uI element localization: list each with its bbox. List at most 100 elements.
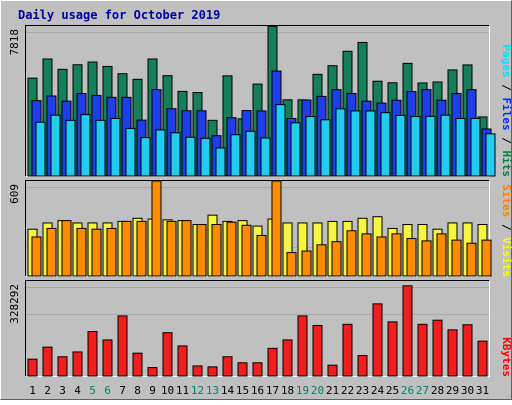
x-tick-label: 22	[341, 384, 354, 397]
bar-kbytes	[222, 356, 233, 377]
bar-kbytes	[87, 331, 98, 377]
bar-pages	[155, 129, 166, 177]
y-axis-max-label: 7818	[8, 29, 21, 56]
bar-pages	[350, 110, 361, 177]
bar-pages	[200, 137, 211, 177]
legend-separator: /	[500, 78, 512, 98]
bar-pages	[215, 147, 226, 177]
bar-sites	[76, 227, 87, 277]
panel-legend: Pages / Files / Hits	[500, 45, 512, 178]
bar-sites	[31, 236, 42, 277]
bar-kbytes	[447, 329, 458, 377]
legend-item-pages: Pages	[500, 45, 512, 78]
bar-sites	[136, 220, 147, 277]
bar-pages	[440, 114, 451, 177]
x-tick-label: 14	[221, 384, 235, 397]
bar-sites	[211, 224, 222, 277]
bar-kbytes	[117, 315, 128, 377]
bar-kbytes	[477, 340, 488, 377]
bar-sites	[121, 220, 132, 277]
bar-sites	[331, 241, 342, 277]
bar-sites	[271, 180, 282, 277]
x-tick-label: 26	[401, 384, 414, 397]
bar-kbytes	[27, 358, 38, 377]
x-tick-label: 28	[431, 384, 444, 397]
bar-sites	[361, 233, 372, 277]
legend-item-kbytes: KBytes	[500, 337, 512, 377]
bar-pages	[290, 122, 301, 177]
panel-hits-files-pages: 7818 Pages / Files / Hits	[8, 25, 512, 177]
bar-pages	[245, 130, 256, 177]
bar-sites	[421, 240, 432, 277]
bar-pages	[305, 116, 316, 177]
x-tick-label: 4	[74, 384, 81, 397]
x-tick-label: 15	[236, 384, 249, 397]
x-tick-label: 30	[461, 384, 474, 397]
bar-sites	[241, 224, 252, 277]
bar-pages	[395, 114, 406, 177]
bar-sites	[106, 227, 117, 277]
x-tick-label: 12	[191, 384, 204, 397]
bar-kbytes	[132, 352, 143, 377]
x-axis-labels: 1 2 3 4 5 6 7 8 9 10 11 12 13 14 15 16 17 18 19 20 21 22 23 24 2…	[29, 384, 489, 397]
bar-kbytes	[387, 321, 398, 377]
bar-pages	[35, 121, 46, 177]
x-tick-label: 7	[119, 384, 126, 397]
bar-pages	[230, 134, 241, 177]
series-pages	[35, 104, 496, 177]
bar-sites	[406, 238, 417, 277]
x-tick-label: 29	[446, 384, 459, 397]
bar-kbytes	[192, 365, 203, 377]
x-tick-label: 13	[206, 384, 219, 397]
x-tick-label: 1	[29, 384, 36, 397]
bar-pages	[335, 108, 346, 177]
bar-kbytes	[42, 346, 53, 377]
panel-visits-sites: 609 Sites / Visits	[8, 180, 512, 277]
y-axis-max-label: 328292	[8, 284, 21, 324]
bar-pages	[80, 114, 91, 177]
bar-pages	[365, 110, 376, 177]
bar-sites	[466, 242, 477, 277]
bar-kbytes	[297, 315, 308, 377]
bar-sites	[46, 227, 57, 277]
bar-sites	[286, 252, 297, 277]
legend-separator: /	[500, 217, 512, 237]
series-sites	[31, 180, 492, 277]
bar-pages	[320, 119, 331, 177]
bar-pages	[425, 115, 436, 177]
bar-pages	[455, 117, 466, 177]
bar-kbytes	[177, 345, 188, 377]
legend-item-sites: Sites	[500, 184, 512, 217]
y-axis-max-label: 609	[8, 184, 21, 204]
bar-sites	[376, 236, 387, 277]
bar-sites	[91, 228, 102, 277]
bar-pages	[410, 116, 421, 177]
legend-item-hits: Hits	[500, 151, 512, 178]
x-tick-label: 5	[89, 384, 96, 397]
panel-legend: Sites / Visits	[500, 184, 512, 277]
x-tick-label: 24	[371, 384, 385, 397]
bar-sites	[391, 233, 402, 277]
bar-kbytes	[252, 362, 263, 377]
x-tick-label: 9	[149, 384, 156, 397]
bar-kbytes	[462, 324, 473, 377]
bar-kbytes	[417, 323, 428, 377]
bar-pages	[260, 137, 271, 177]
bar-kbytes	[207, 366, 218, 377]
bar-kbytes	[102, 339, 113, 377]
panel-border-dark	[25, 280, 490, 377]
bar-kbytes	[147, 367, 158, 377]
legend-item-visits: Visits	[500, 237, 512, 277]
bar-pages	[65, 119, 76, 177]
x-tick-label: 17	[266, 384, 279, 397]
x-tick-label: 23	[356, 384, 369, 397]
bar-sites	[196, 224, 207, 277]
bar-pages	[185, 136, 196, 177]
bar-pages	[50, 114, 61, 177]
x-tick-label: 31	[476, 384, 489, 397]
x-tick-label: 2	[44, 384, 51, 397]
bar-kbytes	[357, 355, 368, 377]
